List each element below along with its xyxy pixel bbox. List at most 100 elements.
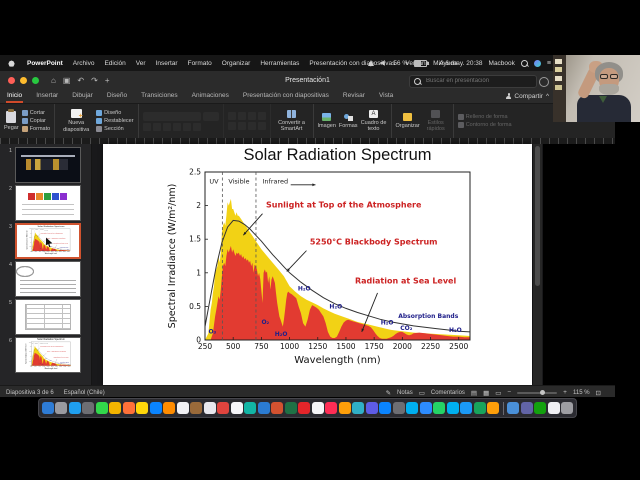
zoom-slider-knob[interactable] bbox=[540, 389, 546, 395]
bullets-button[interactable] bbox=[227, 112, 236, 120]
more-commands-icon[interactable]: + bbox=[104, 75, 110, 85]
line-spacing-button[interactable] bbox=[257, 112, 266, 120]
slide-thumbnail-5[interactable] bbox=[15, 299, 81, 335]
font-size-select[interactable] bbox=[202, 111, 219, 121]
normal-view-icon[interactable]: ▤ bbox=[470, 389, 478, 397]
slide-thumbnail-1[interactable] bbox=[15, 147, 81, 183]
thumbnail-panel[interactable]: 1 2 3 250 500 750 1000 1250 1500 1750 2000 2250 2500… bbox=[0, 144, 92, 385]
dock-reminders-icon[interactable] bbox=[217, 402, 230, 414]
dock-weather-icon[interactable] bbox=[352, 402, 365, 414]
reset-button[interactable]: Restablecer bbox=[96, 118, 134, 124]
dock-word-icon[interactable] bbox=[257, 402, 270, 414]
menu-herramientas[interactable]: Herramientas bbox=[260, 59, 300, 67]
menubar-clock[interactable]: Mié 6 may. 20:38 bbox=[433, 59, 483, 67]
dock-app-store-icon[interactable] bbox=[379, 402, 392, 414]
dock-music-icon[interactable] bbox=[325, 402, 338, 414]
share-button[interactable]: Compartir ^ bbox=[506, 93, 549, 100]
shapes-button[interactable]: Formas bbox=[339, 113, 358, 129]
comments-toggle[interactable]: Comentarios bbox=[430, 389, 465, 396]
zoom-in-icon[interactable]: + bbox=[563, 389, 567, 396]
dock-books-icon[interactable] bbox=[190, 402, 203, 414]
numbering-button[interactable] bbox=[237, 112, 246, 120]
menu-powerpoint[interactable]: PowerPoint bbox=[27, 59, 63, 67]
apple-menu-icon[interactable] bbox=[8, 60, 15, 67]
dock-trash-icon[interactable] bbox=[561, 402, 574, 414]
zoom-window-button[interactable] bbox=[32, 76, 39, 84]
underline-button[interactable] bbox=[162, 122, 171, 131]
zoom-out-icon[interactable]: − bbox=[507, 389, 512, 396]
undo-icon[interactable]: ↶ bbox=[77, 75, 85, 85]
paste-button[interactable]: Pegar bbox=[4, 109, 19, 131]
format-painter-button[interactable]: Formato bbox=[21, 126, 50, 132]
image-button[interactable]: Imagen bbox=[318, 112, 336, 129]
dock-notes-icon[interactable] bbox=[136, 402, 149, 414]
volume-icon[interactable] bbox=[380, 60, 385, 66]
dock-zoom-icon[interactable] bbox=[419, 402, 432, 414]
convert-smartart-button[interactable]: Convertir a SmartArt bbox=[275, 109, 309, 133]
tab-vista[interactable]: Vista bbox=[378, 91, 394, 99]
slide-thumbnail-3[interactable]: 250 500 750 1000 1250 1500 1750 2000 2250 2500 0 0.… bbox=[15, 223, 81, 259]
textbox-button[interactable]: A Cuadro de texto bbox=[361, 109, 387, 133]
dock-firefox-icon[interactable] bbox=[122, 402, 135, 414]
dock-mail-icon[interactable] bbox=[149, 402, 162, 414]
font-color-button[interactable] bbox=[192, 122, 201, 131]
notes-toggle[interactable]: Notas bbox=[397, 389, 413, 396]
dock-chrome-icon[interactable] bbox=[109, 402, 122, 414]
italic-button[interactable] bbox=[152, 122, 161, 131]
search-box[interactable] bbox=[409, 74, 537, 88]
home-icon[interactable]: ⌂ bbox=[51, 75, 56, 85]
indent-button[interactable] bbox=[247, 112, 256, 120]
justify-button[interactable] bbox=[257, 122, 266, 130]
redo-icon[interactable]: ↷ bbox=[91, 75, 98, 85]
dock-pdf-reader-icon[interactable] bbox=[298, 402, 311, 414]
design-button[interactable]: Diseño bbox=[96, 110, 133, 116]
cut-button[interactable]: Cortar bbox=[21, 110, 50, 116]
menu-archivo[interactable]: Archivo bbox=[72, 59, 95, 67]
bold-button[interactable] bbox=[142, 122, 151, 131]
collapse-ribbon-icon[interactable]: ^ bbox=[545, 92, 549, 100]
dock-preview-icon[interactable] bbox=[230, 402, 243, 414]
menu-insertar[interactable]: Insertar bbox=[155, 59, 178, 67]
menu-presentación-con-diapositivas[interactable]: Presentación con diapositivas bbox=[309, 59, 396, 67]
save-icon[interactable]: ▣ bbox=[62, 75, 71, 85]
dock-terminal-icon[interactable] bbox=[534, 402, 547, 414]
menu-organizar[interactable]: Organizar bbox=[221, 59, 251, 67]
dock-utilities-icon[interactable] bbox=[392, 402, 405, 414]
dock-whatsapp-icon[interactable] bbox=[433, 402, 446, 414]
arrange-button[interactable]: Organizar bbox=[396, 112, 420, 129]
tab-diseño[interactable]: Diseño bbox=[106, 91, 128, 99]
dock-document-icon[interactable] bbox=[547, 402, 560, 414]
dock-teams-icon[interactable] bbox=[520, 402, 533, 414]
language-indicator[interactable]: Español (Chile) bbox=[63, 389, 105, 396]
shape-fill-button[interactable]: Relleno de forma bbox=[457, 114, 512, 120]
menu-ver[interactable]: Ver bbox=[135, 59, 146, 67]
feedback-smiley-icon[interactable] bbox=[539, 77, 549, 87]
dock-powerpoint-icon[interactable] bbox=[271, 402, 284, 414]
align-right-button[interactable] bbox=[247, 122, 256, 130]
status-triangle-icon[interactable] bbox=[368, 60, 375, 66]
tab-dibujar[interactable]: Dibujar bbox=[72, 91, 93, 99]
slide-thumbnail-2[interactable] bbox=[15, 185, 81, 221]
dock-excel-icon[interactable] bbox=[284, 402, 297, 414]
dock-finder-icon[interactable] bbox=[41, 402, 54, 414]
tab-animaciones[interactable]: Animaciones bbox=[191, 91, 229, 99]
vertical-scrollbar[interactable] bbox=[533, 144, 542, 385]
dock-keynote-icon[interactable] bbox=[460, 402, 473, 414]
dock-messages-icon[interactable] bbox=[95, 402, 108, 414]
slideshow-view-icon[interactable]: ▭ bbox=[495, 389, 502, 397]
menu-formato[interactable]: Formato bbox=[187, 59, 212, 67]
shape-outline-button[interactable]: Contorno de forma bbox=[457, 122, 512, 128]
copy-button[interactable]: Copiar bbox=[21, 118, 50, 124]
dock-downloads-stack-icon[interactable] bbox=[487, 402, 500, 414]
dock-podcasts-icon[interactable] bbox=[338, 402, 351, 414]
dock-facetime-icon[interactable] bbox=[244, 402, 257, 414]
siri-icon[interactable] bbox=[533, 59, 541, 67]
current-slide[interactable]: 250 500 750 1000 1250 1500 1750 2000 2250 2500 0 0.… bbox=[103, 144, 532, 385]
align-center-button[interactable] bbox=[237, 122, 246, 130]
slide-sorter-view-icon[interactable]: ▦ bbox=[483, 389, 490, 397]
search-input[interactable] bbox=[424, 77, 518, 85]
dock-numbers-icon[interactable] bbox=[473, 402, 486, 414]
zoom-slider[interactable] bbox=[517, 389, 558, 395]
dock-shortcuts-icon[interactable] bbox=[365, 402, 378, 414]
dock-folder-icon[interactable] bbox=[507, 402, 520, 414]
